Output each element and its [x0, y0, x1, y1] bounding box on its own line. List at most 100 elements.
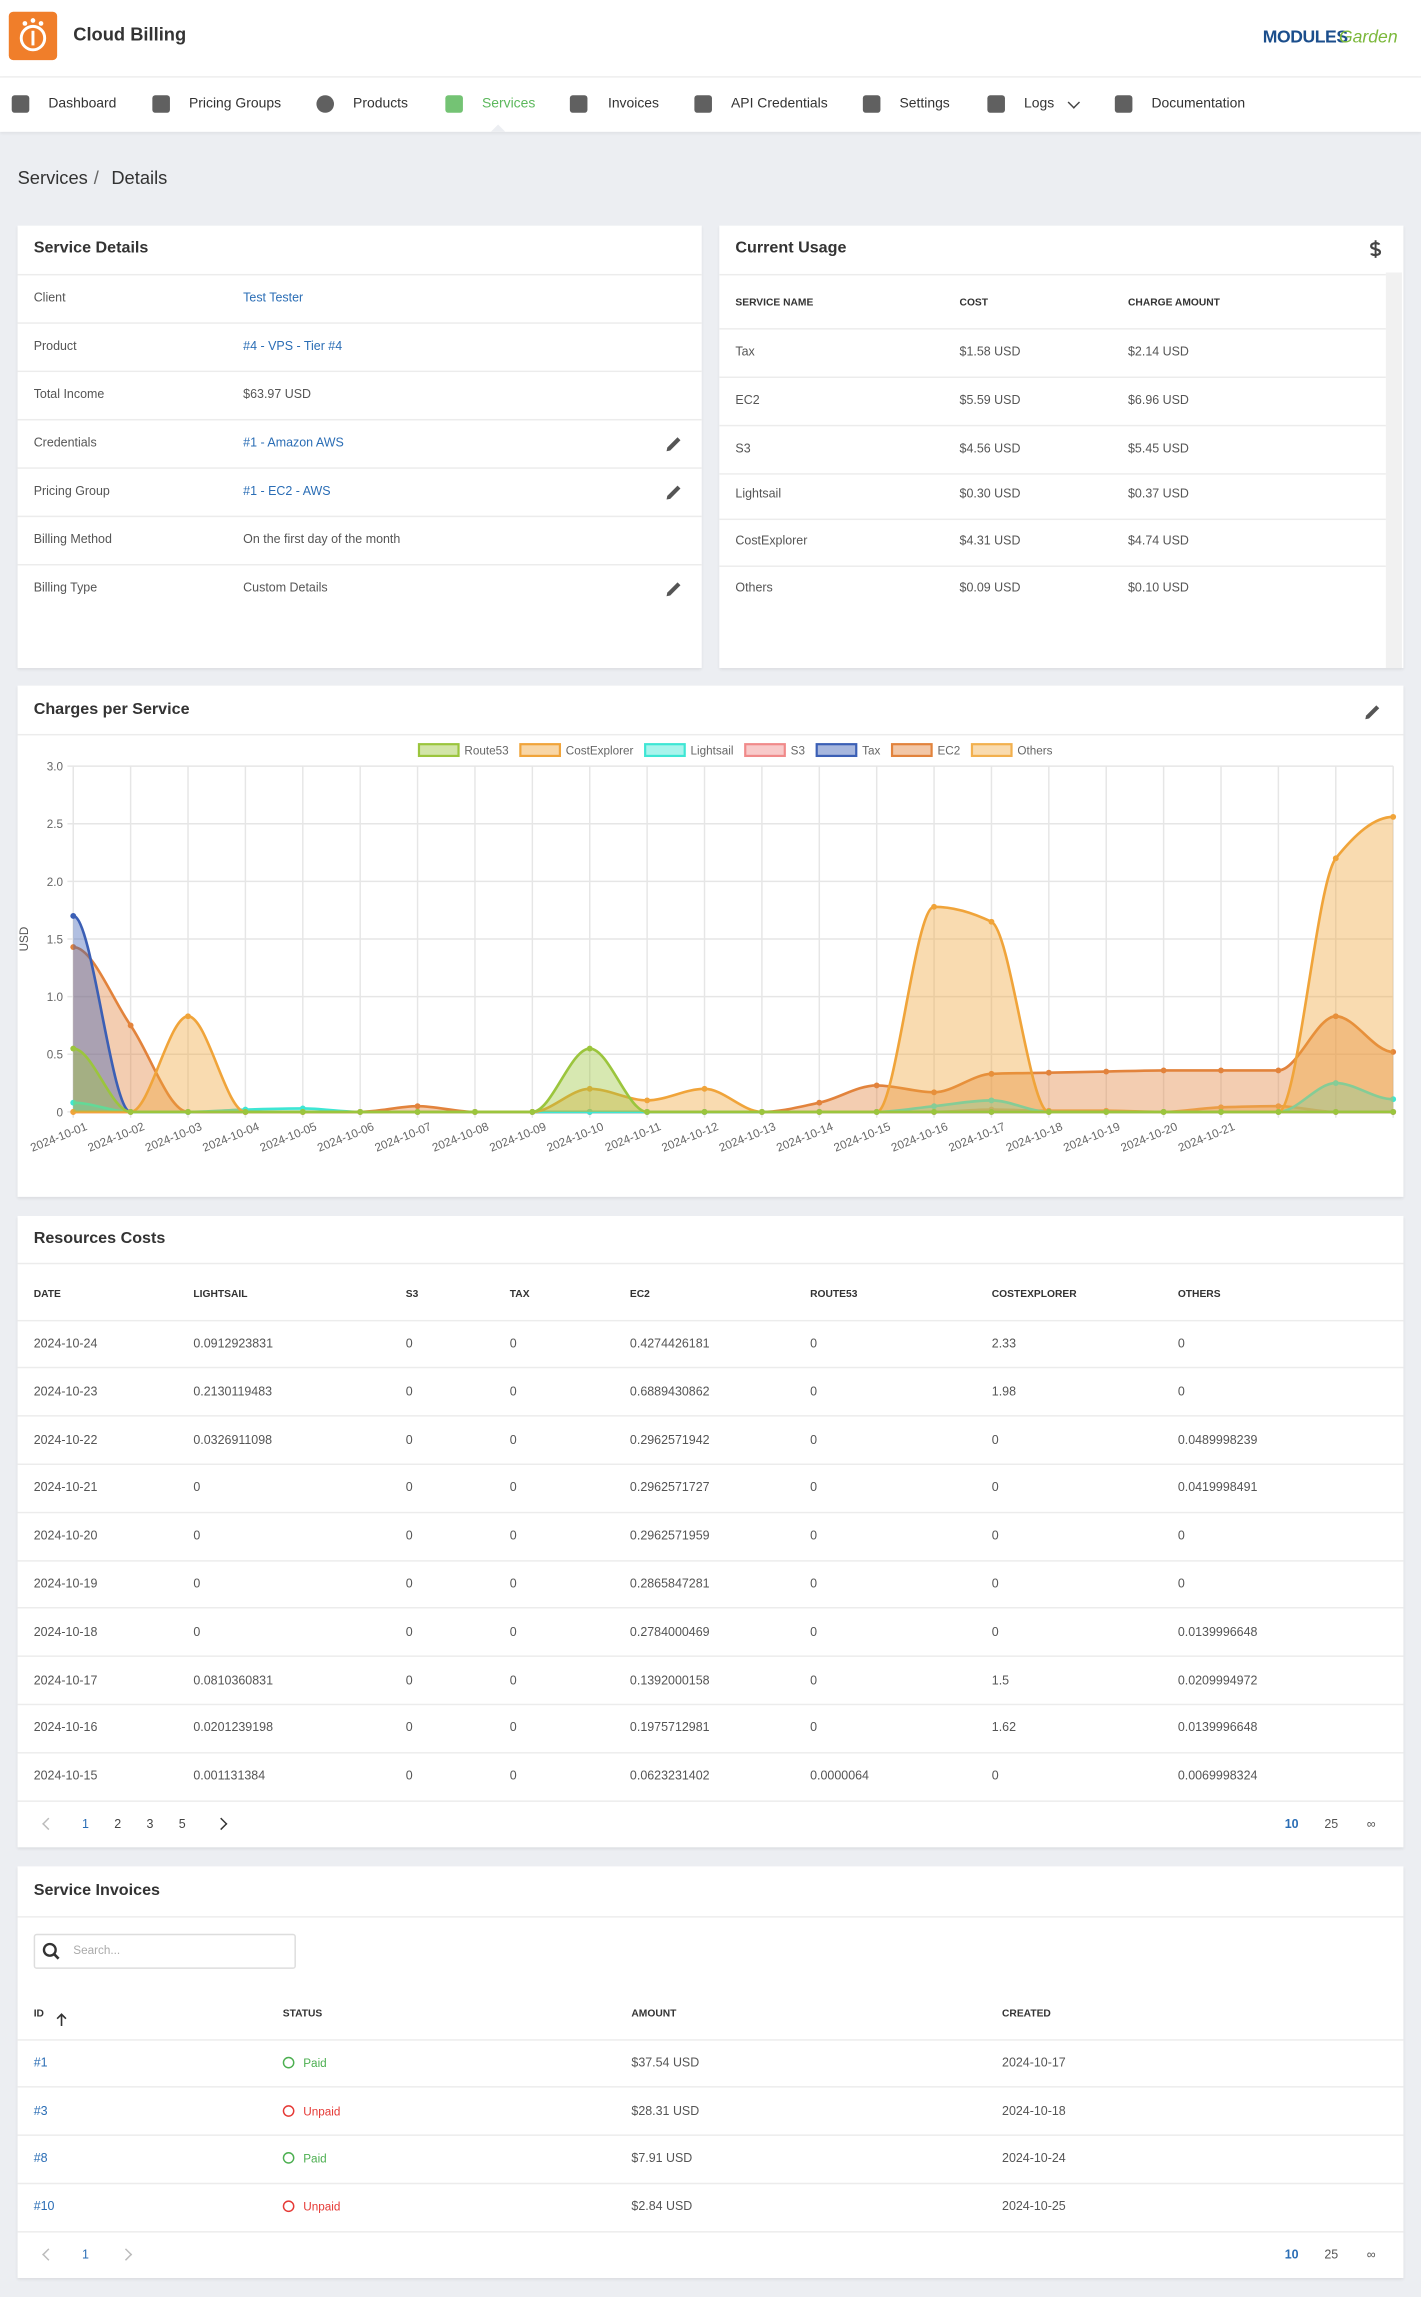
- data-point: [1332, 1080, 1339, 1087]
- table-cell: 0.0419998491: [1177, 1479, 1258, 1495]
- table-cell: 0: [1177, 1527, 1185, 1543]
- pencil-icon: [1365, 705, 1380, 720]
- legend-swatch: [744, 743, 786, 758]
- search-box[interactable]: [33, 1933, 296, 1969]
- status-icon: [282, 2200, 295, 2213]
- page-number[interactable]: 3: [146, 1816, 154, 1831]
- breadcrumb-item[interactable]: Services: [17, 168, 88, 189]
- page-size[interactable]: 10: [1284, 1816, 1299, 1831]
- divider: [17, 1655, 1404, 1658]
- data-point: [816, 1108, 823, 1115]
- nav-item[interactable]: Dashboard: [48, 95, 117, 112]
- data-point: [758, 1108, 765, 1115]
- nav-item[interactable]: Invoices: [607, 95, 660, 112]
- data-point: [816, 1099, 823, 1106]
- field-link[interactable]: Test Tester: [243, 289, 304, 305]
- edit-button[interactable]: [665, 434, 683, 452]
- data-point: [873, 1082, 880, 1089]
- nav-item[interactable]: API Credentials: [731, 95, 828, 112]
- data-point: [70, 944, 77, 951]
- table-cell: 1.5: [991, 1672, 1010, 1687]
- legend-label: Route53: [464, 744, 508, 757]
- divider: [17, 563, 702, 565]
- page-number[interactable]: 1: [82, 1816, 89, 1831]
- x-tick-label: 2024-10-06: [316, 1120, 376, 1154]
- panel-title: Service Details: [33, 239, 149, 258]
- status-icon: [282, 2056, 295, 2069]
- table-cell: $2.14 USD: [1128, 343, 1189, 359]
- data-point: [1332, 1108, 1339, 1115]
- invoice-link[interactable]: #8: [33, 2150, 48, 2166]
- table-cell: 0: [1177, 1575, 1185, 1591]
- data-point: [988, 1070, 995, 1077]
- invoice-link[interactable]: #3: [33, 2102, 48, 2118]
- pencil-icon: [666, 437, 681, 452]
- table-cell: 1.62: [991, 1720, 1017, 1735]
- page-size[interactable]: ∞: [1366, 1816, 1376, 1831]
- page-number[interactable]: 5: [178, 1816, 186, 1831]
- nav-item[interactable]: Settings: [899, 95, 950, 112]
- legend-swatch: [815, 743, 858, 758]
- column-header: CHARGE AMOUNT: [1128, 298, 1220, 309]
- legend-swatch: [417, 743, 460, 758]
- field-link[interactable]: #1 - EC2 - AWS: [243, 483, 331, 498]
- table-cell: 0: [405, 1479, 413, 1495]
- divider: [719, 472, 1386, 474]
- table-cell: 0: [810, 1431, 818, 1447]
- x-tick-label: 2024-10-11: [603, 1120, 663, 1154]
- nav-item[interactable]: Products: [353, 95, 408, 112]
- data-point: [931, 1089, 937, 1096]
- data-point: [988, 1108, 995, 1115]
- table-cell: 0: [193, 1575, 201, 1591]
- page-number[interactable]: 2: [114, 1816, 122, 1831]
- nav-item[interactable]: Documentation: [1151, 95, 1246, 112]
- data-point: [1160, 1067, 1167, 1074]
- table-cell: $2.84 USD: [631, 2198, 693, 2214]
- data-point: [1390, 813, 1397, 820]
- x-tick-label: 2024-10-13: [717, 1120, 777, 1154]
- divider: [17, 1367, 1404, 1369]
- page-size[interactable]: ∞: [1366, 2246, 1376, 2262]
- table-cell: 0: [810, 1672, 818, 1687]
- table-cell: 0: [193, 1479, 201, 1495]
- table-cell: 2024-10-24: [1002, 2150, 1066, 2166]
- page-size[interactable]: 25: [1324, 2246, 1339, 2262]
- page-number[interactable]: 1: [82, 2246, 89, 2262]
- invoice-link[interactable]: #1: [33, 2054, 48, 2070]
- divider: [17, 1262, 1404, 1265]
- currency-icon: [1367, 239, 1385, 260]
- field-link[interactable]: #1 - Amazon AWS: [243, 434, 344, 450]
- table-cell: 0.2962571727: [629, 1479, 710, 1495]
- data-point: [586, 1108, 593, 1115]
- panel-title: Resources Costs: [33, 1229, 166, 1248]
- field-link[interactable]: #4 - VPS - Tier #4: [243, 338, 343, 353]
- scrollbar[interactable]: [1385, 272, 1402, 669]
- column-header[interactable]: ID: [33, 2009, 44, 2020]
- table-cell: 0: [509, 1672, 517, 1687]
- table-cell: 0: [810, 1575, 818, 1591]
- edit-button[interactable]: [665, 482, 683, 500]
- nav-item[interactable]: Pricing Groups: [188, 95, 282, 112]
- data-point: [242, 1108, 249, 1115]
- page-size[interactable]: 10: [1284, 2246, 1299, 2262]
- data-point: [127, 1108, 134, 1115]
- panel-title: Current Usage: [735, 239, 847, 258]
- data-point: [701, 1085, 708, 1092]
- page-size[interactable]: 25: [1324, 1816, 1339, 1831]
- edit-button[interactable]: [1364, 702, 1382, 720]
- divider: [17, 1703, 1404, 1706]
- nav-icon: [694, 95, 712, 113]
- data-point: [644, 1097, 651, 1104]
- y-tick-label: 2.0: [47, 876, 64, 889]
- table-cell: $7.91 USD: [631, 2150, 693, 2166]
- table-cell: 0: [405, 1575, 413, 1591]
- nav-item[interactable]: Services: [481, 95, 536, 112]
- nav-item[interactable]: Logs: [1024, 95, 1055, 112]
- table-cell: $0.10 USD: [1128, 579, 1189, 595]
- table-cell: 0.2865847281: [629, 1575, 710, 1591]
- invoice-link[interactable]: #10: [33, 2198, 55, 2214]
- table-cell: 0.0000064: [810, 1768, 869, 1783]
- legend-label: EC2: [937, 744, 960, 757]
- divider: [17, 1799, 1404, 1802]
- edit-button[interactable]: [665, 579, 683, 597]
